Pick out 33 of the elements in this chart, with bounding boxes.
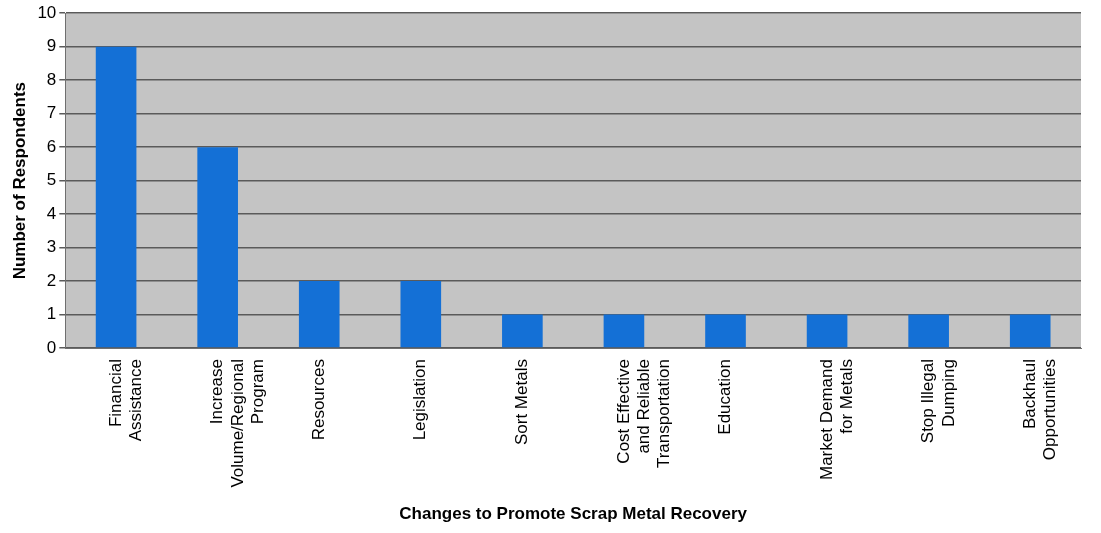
bar bbox=[603, 314, 645, 348]
y-axis-title: Number of Respondents bbox=[9, 81, 29, 280]
x-tick-label: Stop Illegal Dumping bbox=[918, 359, 958, 444]
y-tick-label: 9 bbox=[46, 36, 57, 56]
y-tick-label: 0 bbox=[46, 337, 57, 357]
y-tick-label: 2 bbox=[46, 270, 57, 290]
x-tick-label: Cost Effective and Reliable Transportation bbox=[613, 359, 674, 469]
bar bbox=[400, 281, 442, 348]
x-tick-label: Resources bbox=[308, 359, 328, 441]
y-tick-label: 6 bbox=[46, 136, 57, 156]
x-tick-label: Market Demand for Metals bbox=[816, 359, 857, 481]
bar bbox=[95, 46, 137, 348]
bar bbox=[298, 281, 340, 348]
y-tick-label: 3 bbox=[46, 237, 57, 257]
y-tick-label: 4 bbox=[46, 203, 57, 223]
x-tick-label: Increase Volume/Regional Program bbox=[207, 359, 268, 488]
bar bbox=[806, 314, 848, 348]
x-tick-label: Legislation bbox=[410, 359, 430, 441]
y-tick-label: 5 bbox=[46, 170, 57, 190]
x-tick-label: Financial Assistance bbox=[105, 359, 146, 442]
x-tick-label: Education bbox=[715, 359, 735, 435]
bar bbox=[908, 314, 949, 348]
x-tick-label: Backhaul Opportunities bbox=[1019, 359, 1060, 461]
y-tick-label: 1 bbox=[46, 304, 57, 324]
y-tick-label: 7 bbox=[46, 103, 57, 123]
x-axis-title: Changes to Promote Scrap Metal Recovery bbox=[399, 504, 748, 524]
y-tick-label: 8 bbox=[46, 69, 57, 89]
bar bbox=[197, 147, 238, 348]
y-tick-label: 10 bbox=[37, 2, 57, 22]
x-tick-label: Sort Metals bbox=[512, 359, 532, 446]
bar bbox=[1009, 314, 1051, 348]
bar bbox=[502, 314, 543, 348]
bar bbox=[705, 314, 746, 348]
